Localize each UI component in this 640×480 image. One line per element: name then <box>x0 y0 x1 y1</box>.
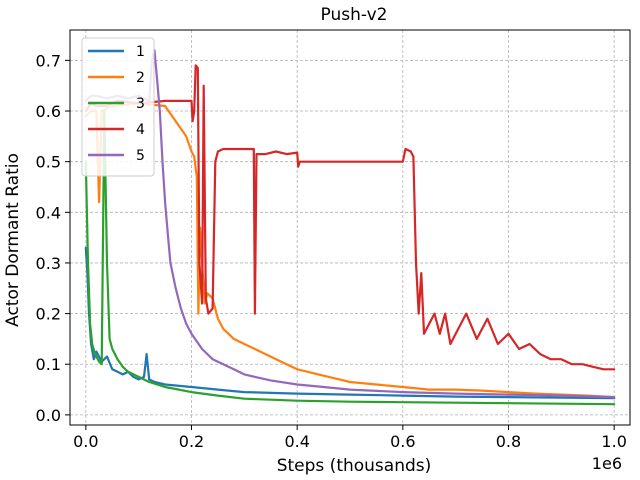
y-tick-label: 0.1 <box>36 355 61 374</box>
legend-label-1: 1 <box>136 44 145 60</box>
legend-label-2: 2 <box>136 70 145 86</box>
x-tick-label: 0.4 <box>284 432 309 451</box>
x-tick-label: 0.8 <box>496 432 521 451</box>
y-tick-label: 0.4 <box>36 203 61 222</box>
y-tick-label: 0.7 <box>36 51 61 70</box>
x-tick-label: 0.6 <box>390 432 415 451</box>
series-line-4 <box>84 64 616 371</box>
axis-ticks: 0.0 0.2 0.4 0.6 0.8 1.0 0.0 0.1 0.2 0.3 0.4 0.5 0.6 0… <box>36 51 627 451</box>
y-axis-title: Actor Dormant Ratio <box>3 153 23 327</box>
x-tick-label: 0.2 <box>179 432 204 451</box>
legend-label-3: 3 <box>136 96 145 112</box>
x-axis-title: Steps (thousands) <box>277 456 432 476</box>
y-tick-label: 0.6 <box>36 102 61 121</box>
y-tick-label: 0.5 <box>36 153 61 172</box>
plot-frame <box>69 29 631 426</box>
x-tick-label: 1.0 <box>601 432 626 451</box>
y-tick-label: 0.0 <box>36 406 61 425</box>
legend-box <box>81 37 155 177</box>
x-axis-offset-label: 1e6 <box>592 454 622 473</box>
legend: 1 2 3 4 5 <box>81 37 155 177</box>
legend-label-5: 5 <box>136 148 145 164</box>
x-tick-label: 0.0 <box>73 432 98 451</box>
y-tick-label: 0.2 <box>36 305 61 324</box>
y-tick-label: 0.3 <box>36 254 61 273</box>
legend-label-4: 4 <box>136 122 145 138</box>
gridlines <box>70 30 630 425</box>
series-line-3 <box>84 109 616 406</box>
series-line-2 <box>84 102 616 399</box>
chart-title: Push-v2 <box>321 5 388 25</box>
